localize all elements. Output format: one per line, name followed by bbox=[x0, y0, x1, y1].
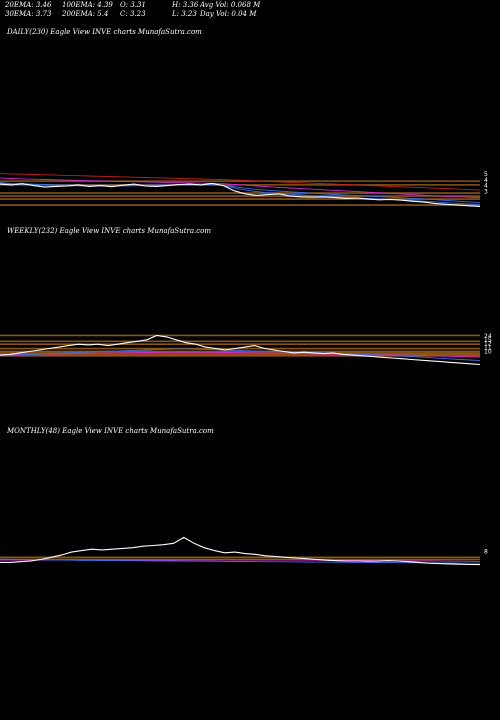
ema-line-3 bbox=[0, 177, 481, 199]
price-line bbox=[0, 536, 481, 566]
monthly-chart: 8 bbox=[0, 536, 488, 566]
ema200-label: 200EMA: 5.4 bbox=[62, 10, 109, 18]
y-tick-label: 12 bbox=[484, 341, 492, 348]
ema-line-4 bbox=[0, 173, 481, 191]
high-label: H: 3.36 bbox=[172, 1, 199, 9]
ema100-label: 100EMA: 4.39 bbox=[62, 1, 113, 9]
daily-panel-title: DAILY(230) Eagle View INVE charts Munafa… bbox=[7, 28, 202, 36]
open-label: O: 3.31 bbox=[120, 1, 146, 9]
y-tick-label: 4 bbox=[484, 183, 488, 190]
day-vol-label: Day Vol: 0.04 M bbox=[200, 10, 257, 18]
close-label: C: 3.23 bbox=[120, 10, 146, 18]
y-tick-label: 15 bbox=[484, 337, 492, 344]
y-tick-label: 4 bbox=[484, 177, 488, 184]
y-tick-label: 5 bbox=[484, 171, 488, 178]
y-tick-label: 3 bbox=[484, 189, 488, 196]
y-tick-label: 11 bbox=[484, 345, 492, 352]
ema-line-1 bbox=[0, 558, 480, 564]
price-line bbox=[0, 182, 481, 207]
ema-line-1 bbox=[0, 348, 481, 362]
price-line bbox=[0, 334, 481, 366]
avg-vol-label: Avg Vol: 0.068 M bbox=[200, 1, 261, 9]
monthly-panel-title: MONTHLY(48) Eagle View INVE charts Munaf… bbox=[7, 427, 214, 435]
low-label: L: 3.23 bbox=[172, 10, 197, 18]
ema30-label: 30EMA: 3.73 bbox=[5, 10, 52, 18]
weekly-panel-title: WEEKLY(232) Eagle View INVE charts Munaf… bbox=[7, 227, 212, 235]
ema20-label: 20EMA: 3.46 bbox=[5, 1, 52, 9]
y-tick-label: 10 bbox=[484, 348, 492, 355]
y-tick-label: 24 bbox=[484, 333, 492, 340]
y-tick-label: 8 bbox=[484, 549, 488, 556]
ema-line-2 bbox=[0, 351, 481, 358]
